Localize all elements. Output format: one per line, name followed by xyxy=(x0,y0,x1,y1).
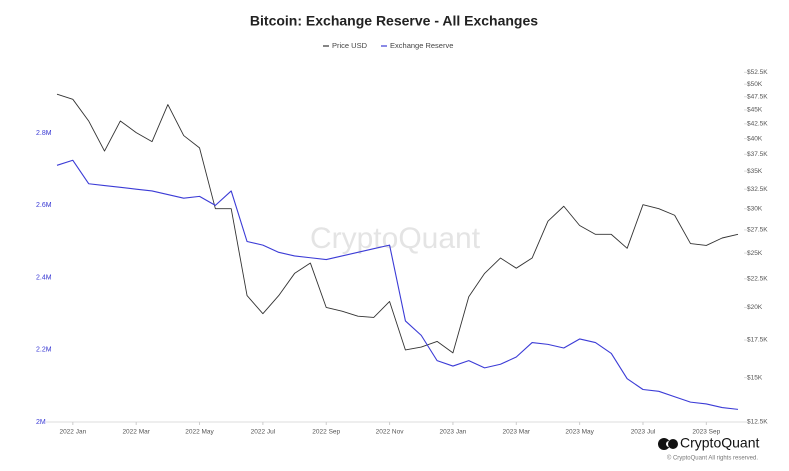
x-tick-label: 2023 Sep xyxy=(692,429,720,436)
logo-text: CryptoQuant xyxy=(680,435,759,451)
y2-tick-label: $15K xyxy=(747,374,763,381)
y2-tick-label: $22.5K xyxy=(747,276,768,283)
y2-tick-label: $30K xyxy=(747,205,763,212)
chart-title: Bitcoin: Exchange Reserve - All Exchange… xyxy=(250,13,538,29)
y2-tick-label: $47.5K xyxy=(747,93,768,100)
y2-tick-label: $42.5K xyxy=(747,121,768,128)
y-tick-label: 2.8M xyxy=(36,130,52,137)
y-tick-label: 2M xyxy=(36,419,46,426)
x-tick-label: 2023 May xyxy=(565,429,594,436)
y-tick-label: 2.6M xyxy=(36,202,52,209)
y2-tick-label: $52.5K xyxy=(747,69,768,76)
y2-tick-label: $45K xyxy=(747,107,763,114)
x-tick-label: 2023 Mar xyxy=(503,429,531,436)
legend-label: Exchange Reserve xyxy=(390,41,453,50)
copyright: © CryptoQuant All rights reserved. xyxy=(667,455,758,462)
y2-tick-label: $27.5K xyxy=(747,227,768,234)
y-tick-label: 2.4M xyxy=(36,274,52,281)
y2-tick-label: $20K xyxy=(747,304,763,311)
y2-tick-label: $17.5K xyxy=(747,337,768,344)
y2-tick-label: $25K xyxy=(747,250,763,257)
x-tick-label: 2022 Jan xyxy=(59,429,86,436)
x-tick-label: 2022 May xyxy=(185,429,214,436)
y2-tick-label: $37.5K xyxy=(747,151,768,158)
y2-tick-label: $40K xyxy=(747,135,763,142)
series-line xyxy=(56,93,739,354)
watermark: CryptoQuant xyxy=(310,222,481,255)
x-tick-label: 2022 Nov xyxy=(376,429,405,436)
series-line xyxy=(56,159,739,410)
y2-tick-label: $12.5K xyxy=(747,419,768,426)
x-tick-label: 2022 Sep xyxy=(312,429,340,436)
logo-icon xyxy=(658,438,678,450)
x-tick-label: 2022 Mar xyxy=(122,429,150,436)
x-tick-label: 2023 Jan xyxy=(440,429,467,436)
y2-tick-label: $50K xyxy=(747,81,763,88)
y2-tick-label: $35K xyxy=(747,168,763,175)
y2-tick-label: $32.5K xyxy=(747,186,768,193)
x-tick-label: 2023 Jul xyxy=(631,429,656,436)
x-tick-label: 2022 Jul xyxy=(251,429,276,436)
legend-label: Price USD xyxy=(332,41,368,50)
y-tick-label: 2.2M xyxy=(36,347,52,354)
